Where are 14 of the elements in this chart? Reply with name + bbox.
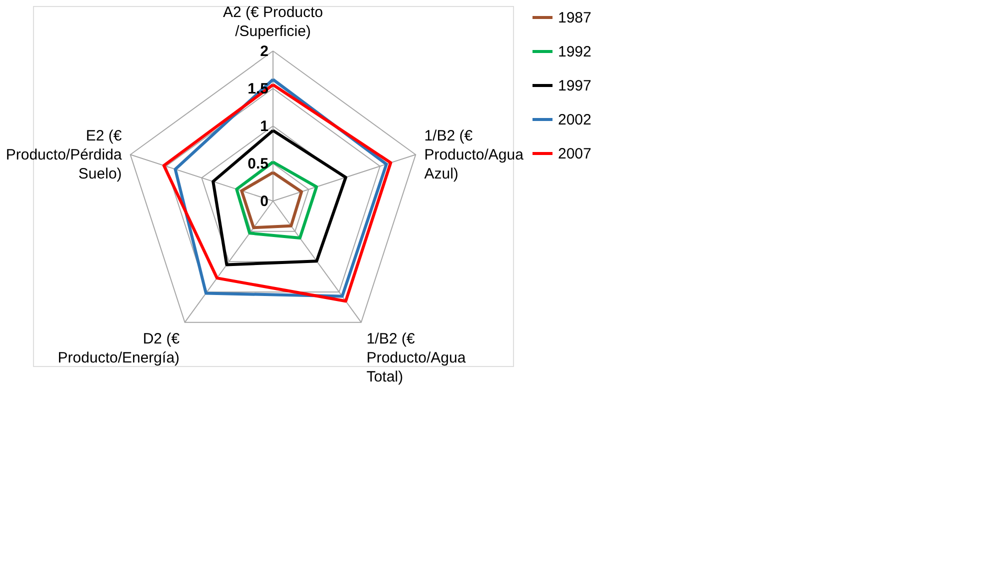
legend-label: 1992 (558, 44, 592, 60)
y-tick-label: 0 (260, 193, 268, 210)
spoke-label: 1/B2 (€ Producto/Agua Total) (366, 330, 466, 386)
legend-label: 2007 (558, 146, 592, 162)
y-tick-label: 1 (260, 118, 268, 135)
spoke-label: E2 (€ Producto/Pérdida Suelo) (6, 128, 122, 183)
spoke-label: A2 (€ Producto /Superficie) (222, 4, 324, 40)
legend-label: 1997 (558, 78, 592, 94)
legend-label: 1987 (558, 10, 592, 26)
y-tick-label: 0.5 (248, 156, 268, 172)
spoke-label: D2 (€ Producto/Energía) (58, 330, 180, 366)
legend-label: 2002 (558, 112, 592, 128)
y-tick-label: 2 (260, 43, 268, 60)
spoke-label: 1/B2 (€ Producto/Agua Azul) (424, 128, 524, 183)
